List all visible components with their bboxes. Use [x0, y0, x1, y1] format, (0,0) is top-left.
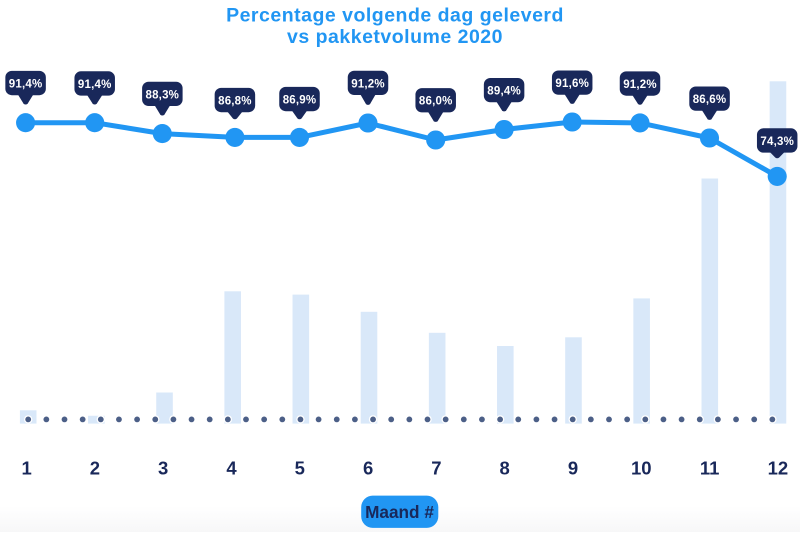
svg-text:9: 9 [568, 457, 578, 478]
svg-text:91,2%: 91,2% [351, 78, 385, 90]
svg-text:7: 7 [431, 457, 441, 478]
svg-text:86,8%: 86,8% [218, 96, 252, 108]
svg-text:88,3%: 88,3% [145, 89, 179, 101]
svg-text:1: 1 [21, 457, 31, 478]
svg-text:Percentage volgende dag geleve: Percentage volgende dag geleverd [226, 5, 564, 27]
svg-text:74,3%: 74,3% [760, 136, 794, 148]
svg-text:3: 3 [158, 457, 168, 478]
svg-text:2: 2 [90, 457, 100, 478]
svg-text:4: 4 [226, 457, 237, 478]
svg-text:86,6%: 86,6% [693, 94, 727, 106]
svg-text:91,4%: 91,4% [9, 79, 43, 91]
svg-text:89,4%: 89,4% [487, 86, 521, 98]
svg-text:11: 11 [700, 457, 720, 478]
svg-text:Maand #: Maand # [365, 502, 434, 522]
svg-text:86,9%: 86,9% [283, 95, 317, 107]
svg-text:8: 8 [500, 457, 510, 478]
svg-text:91,6%: 91,6% [555, 78, 589, 90]
svg-text:91,2%: 91,2% [623, 79, 657, 91]
svg-text:5: 5 [295, 457, 305, 478]
svg-text:12: 12 [768, 457, 789, 478]
svg-text:86,0%: 86,0% [419, 96, 453, 108]
svg-text:10: 10 [631, 457, 652, 478]
svg-text:6: 6 [363, 457, 373, 478]
svg-text:91,4%: 91,4% [78, 79, 112, 91]
svg-text:vs pakketvolume 2020: vs pakketvolume 2020 [287, 26, 503, 48]
